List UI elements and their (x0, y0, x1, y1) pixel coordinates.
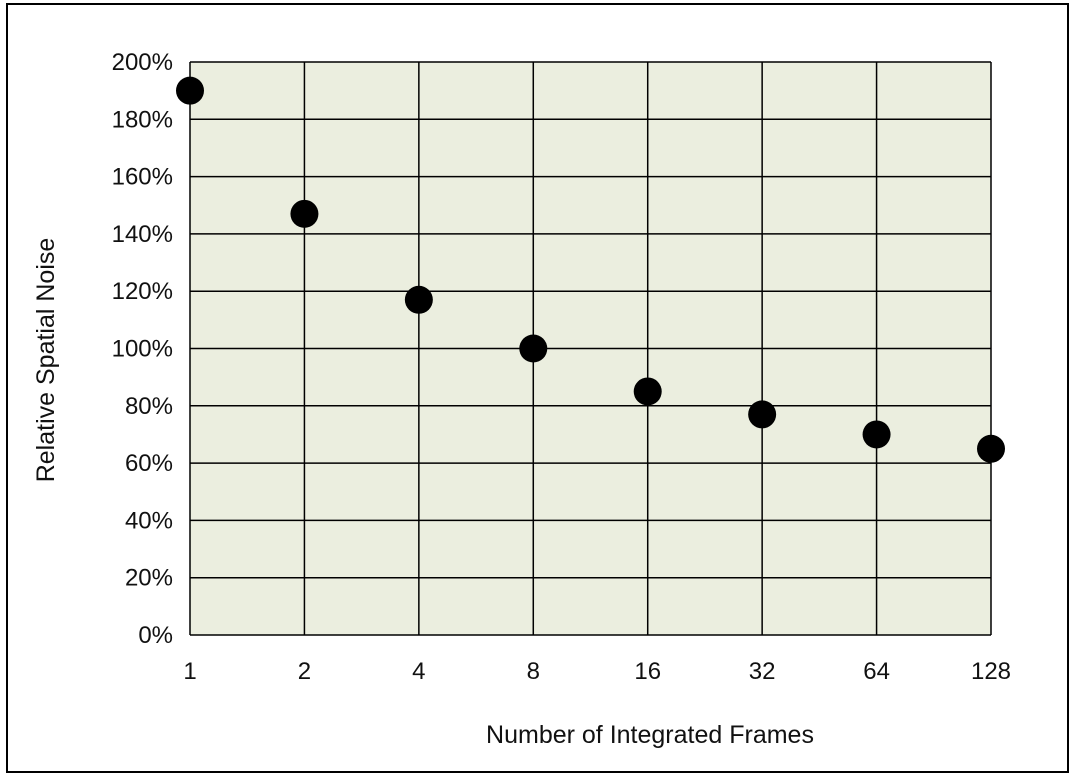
y-tick-label: 100% (112, 336, 173, 363)
data-point (862, 420, 891, 449)
y-tick-label: 140% (112, 221, 173, 248)
data-point (176, 76, 204, 105)
x-tick-label: 1 (183, 658, 196, 685)
x-tick-label: 32 (749, 658, 776, 685)
x-tick-label: 128 (971, 658, 1011, 685)
y-tick-label: 60% (125, 450, 173, 477)
x-tick-label: 2 (298, 658, 311, 685)
x-axis-title: Number of Integrated Frames (486, 721, 814, 749)
y-tick-label: 20% (125, 565, 173, 592)
data-point (748, 400, 777, 429)
y-axis-title: Relative Spatial Noise (32, 238, 60, 483)
data-point (977, 434, 1005, 463)
x-tick-label: 64 (863, 658, 890, 685)
x-tick-label: 16 (634, 658, 661, 685)
x-tick-label: 4 (412, 658, 425, 685)
data-point (290, 199, 319, 228)
x-axis-ticks: 1 2 4 8 16 32 64 128 (183, 658, 1011, 685)
y-tick-label: 200% (112, 49, 173, 76)
data-point (519, 334, 548, 363)
y-tick-label: 120% (112, 278, 173, 305)
y-tick-label: 80% (125, 393, 173, 420)
x-tick-label: 8 (527, 658, 540, 685)
data-point (633, 377, 662, 406)
y-tick-label: 0% (138, 622, 173, 649)
y-tick-label: 180% (112, 106, 173, 133)
y-axis-ticks: 0% 20% 40% 60% 80% 100% 120% 140% 160% 180% 200% (112, 49, 173, 649)
data-points (176, 76, 1005, 463)
y-tick-label: 160% (112, 164, 173, 191)
y-tick-label: 40% (125, 507, 173, 534)
data-point (404, 285, 433, 314)
